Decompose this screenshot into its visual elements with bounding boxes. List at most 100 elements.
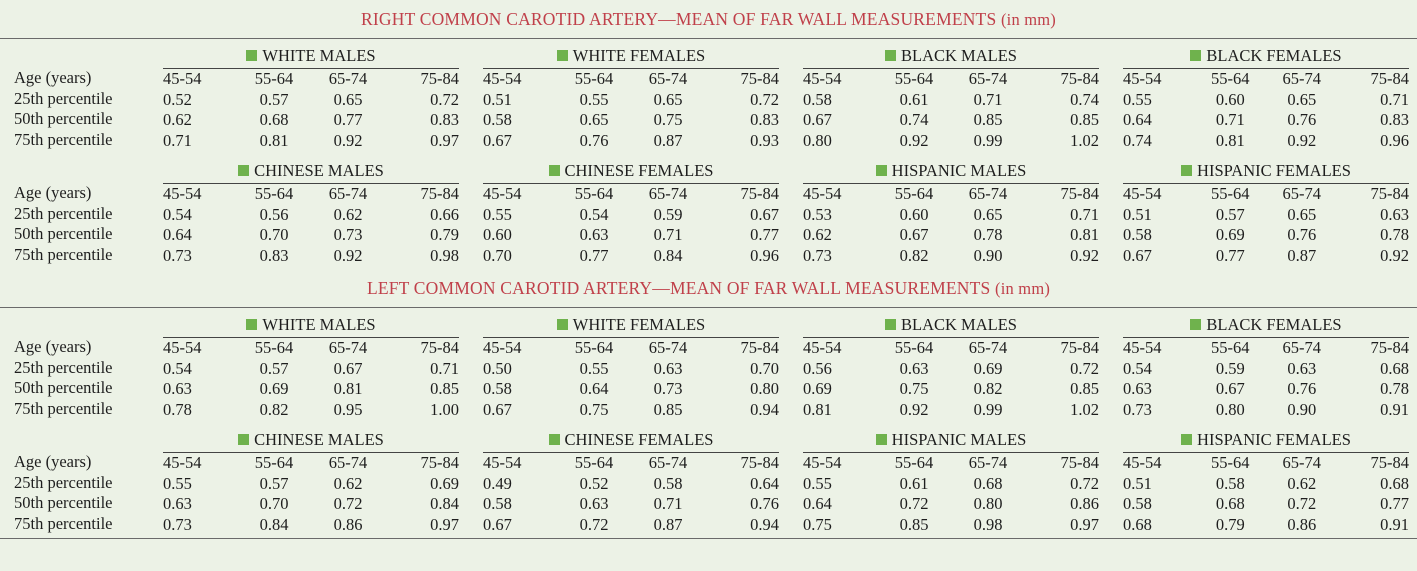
age-row: 45-54 55-64 65-74 75-84 xyxy=(483,69,779,90)
value-cell: 0.82 xyxy=(973,379,1003,398)
value-cell: 0.86 xyxy=(333,514,363,534)
group-header: BLACK FEMALES xyxy=(1123,312,1409,338)
value-cell: 0.76 xyxy=(750,494,779,513)
age-label: Age (years) xyxy=(14,68,92,87)
section-title-text: LEFT COMMON CAROTID ARTERY—MEAN OF FAR W… xyxy=(366,278,991,298)
value-cell: 0.58 xyxy=(653,473,683,493)
value-cell: 0.81 xyxy=(1070,225,1099,244)
table-row: 0.50 0.55 0.63 0.70 xyxy=(483,359,779,380)
value-cell: 0.65 xyxy=(973,204,1003,224)
table-row: 0.55 0.61 0.68 0.72 xyxy=(803,474,1099,495)
value-cell: 0.75 xyxy=(803,514,832,534)
green-square-icon xyxy=(1190,50,1202,61)
value-cell: 0.97 xyxy=(430,130,459,150)
age-group-cell: 55-64 xyxy=(574,184,614,203)
age-row: 45-54 55-64 65-74 75-84 xyxy=(803,338,1099,359)
group-values: 45-54 55-64 65-74 75-84 0.54 0.56 0.62 0.66 0.64… xyxy=(163,184,459,266)
age-row: 45-54 55-64 65-74 75-84 xyxy=(483,338,779,359)
value-cell: 0.70 xyxy=(259,225,289,244)
table-row: 0.63 0.69 0.81 0.85 xyxy=(163,379,459,400)
value-cell: 0.73 xyxy=(803,245,832,265)
value-cell: 0.67 xyxy=(483,399,512,419)
group-values: 45-54 55-64 65-74 75-84 0.55 0.57 0.62 0.69 0.63… xyxy=(163,453,459,535)
value-cell: 0.62 xyxy=(163,110,192,129)
value-cell: 0.76 xyxy=(1287,379,1317,398)
row-label: 75th percentile xyxy=(14,129,113,149)
row-label: 50th percentile xyxy=(14,493,113,512)
group-column: CHINESE FEMALES 45-54 55-64 65-74 75-84 0.55 0… xyxy=(467,158,787,266)
row-label: 25th percentile xyxy=(14,203,113,223)
age-row: 45-54 55-64 65-74 75-84 xyxy=(483,453,779,474)
age-row: 45-54 55-64 65-74 75-84 xyxy=(1123,338,1409,359)
value-cell: 0.85 xyxy=(973,110,1003,129)
table-row: 0.78 0.82 0.95 1.00 xyxy=(163,400,459,421)
value-cell: 0.67 xyxy=(899,225,929,244)
age-group-cell: 75-84 xyxy=(740,453,780,472)
green-square-icon xyxy=(1190,319,1202,330)
age-group-cell: 55-64 xyxy=(1211,184,1250,203)
value-cell: 0.55 xyxy=(163,473,192,493)
group-name: BLACK FEMALES xyxy=(1206,314,1342,334)
value-cell: 0.69 xyxy=(973,358,1003,378)
value-cell: 1.02 xyxy=(1070,130,1099,150)
value-cell: 0.87 xyxy=(653,130,683,150)
age-group-cell: 45-54 xyxy=(803,69,842,88)
group-column: HISPANIC FEMALES 45-54 55-64 65-74 75-84 0.51… xyxy=(1107,158,1417,266)
age-group-cell: 55-64 xyxy=(894,453,934,472)
table-row: 0.70 0.77 0.84 0.96 xyxy=(483,246,779,267)
value-cell: 0.58 xyxy=(1215,473,1245,493)
value-cell: 0.62 xyxy=(333,204,363,224)
group-column: BLACK MALES 45-54 55-64 65-74 75-84 0.58 0.61 0… xyxy=(787,43,1107,151)
value-cell: 0.53 xyxy=(803,204,832,224)
group-values: 45-54 55-64 65-74 75-84 0.54 0.59 0.63 0.68 0.63… xyxy=(1123,338,1409,420)
group-header: CHINESE MALES xyxy=(163,158,459,184)
value-cell: 0.96 xyxy=(1380,130,1409,150)
table-row: 0.58 0.65 0.75 0.83 xyxy=(483,110,779,131)
group-header: WHITE MALES xyxy=(163,312,459,338)
section-title-unit: (in mm) xyxy=(1000,10,1056,29)
table-row: 0.58 0.61 0.71 0.74 xyxy=(803,90,1099,111)
table-row: 0.69 0.75 0.82 0.85 xyxy=(803,379,1099,400)
group-values: 45-54 55-64 65-74 75-84 0.51 0.55 0.65 0.72 0.58… xyxy=(483,69,779,151)
table-row: 0.54 0.56 0.62 0.66 xyxy=(163,205,459,226)
group-name: HISPANIC FEMALES xyxy=(1197,160,1351,180)
table-row: 0.75 0.85 0.98 0.97 xyxy=(803,515,1099,536)
age-row: 45-54 55-64 65-74 75-84 xyxy=(803,69,1099,90)
value-cell: 0.63 xyxy=(899,358,929,378)
age-group-cell: 65-74 xyxy=(1282,338,1322,357)
value-cell: 1.00 xyxy=(430,399,459,419)
value-cell: 0.58 xyxy=(1123,225,1152,244)
value-cell: 0.59 xyxy=(653,204,683,224)
value-cell: 0.71 xyxy=(1380,89,1409,109)
group-values: 45-54 55-64 65-74 75-84 0.49 0.52 0.58 0.64 0.58… xyxy=(483,453,779,535)
green-square-icon xyxy=(556,50,568,61)
table-block: Age (years) 25th percentile 50th percentil… xyxy=(0,39,1417,154)
group-header: HISPANIC FEMALES xyxy=(1123,158,1409,184)
table-block: Age (years) 25th percentile 50th percentil… xyxy=(0,423,1417,539)
row-label-column: Age (years) 25th percentile 50th percentil… xyxy=(0,312,147,420)
table-row: 0.73 0.80 0.90 0.91 xyxy=(1123,400,1409,421)
group-header: WHITE FEMALES xyxy=(483,312,779,338)
table-row: 0.67 0.76 0.87 0.93 xyxy=(483,131,779,152)
value-cell: 0.67 xyxy=(333,358,363,378)
group-column: CHINESE FEMALES 45-54 55-64 65-74 75-84 0.49 0… xyxy=(467,427,787,535)
value-cell: 1.02 xyxy=(1070,399,1099,419)
age-group-cell: 55-64 xyxy=(254,453,294,472)
age-group-cell: 75-84 xyxy=(1370,69,1410,88)
value-cell: 0.65 xyxy=(1287,89,1317,109)
table-row: 0.54 0.59 0.63 0.68 xyxy=(1123,359,1409,380)
table-row: 0.54 0.57 0.67 0.71 xyxy=(163,359,459,380)
age-row: 45-54 55-64 65-74 75-84 xyxy=(483,184,779,205)
value-cell: 0.73 xyxy=(333,225,363,244)
value-cell: 0.99 xyxy=(973,399,1003,419)
row-label: 25th percentile xyxy=(14,88,113,108)
age-row: 45-54 55-64 65-74 75-84 xyxy=(803,453,1099,474)
green-square-icon xyxy=(885,319,897,330)
value-cell: 0.65 xyxy=(333,89,363,109)
group-name: WHITE MALES xyxy=(262,45,376,65)
value-cell: 0.78 xyxy=(1380,379,1409,398)
value-cell: 0.80 xyxy=(1215,399,1245,419)
value-cell: 0.78 xyxy=(1380,225,1409,244)
row-labels: Age (years) 25th percentile 50th percentil… xyxy=(14,158,147,265)
